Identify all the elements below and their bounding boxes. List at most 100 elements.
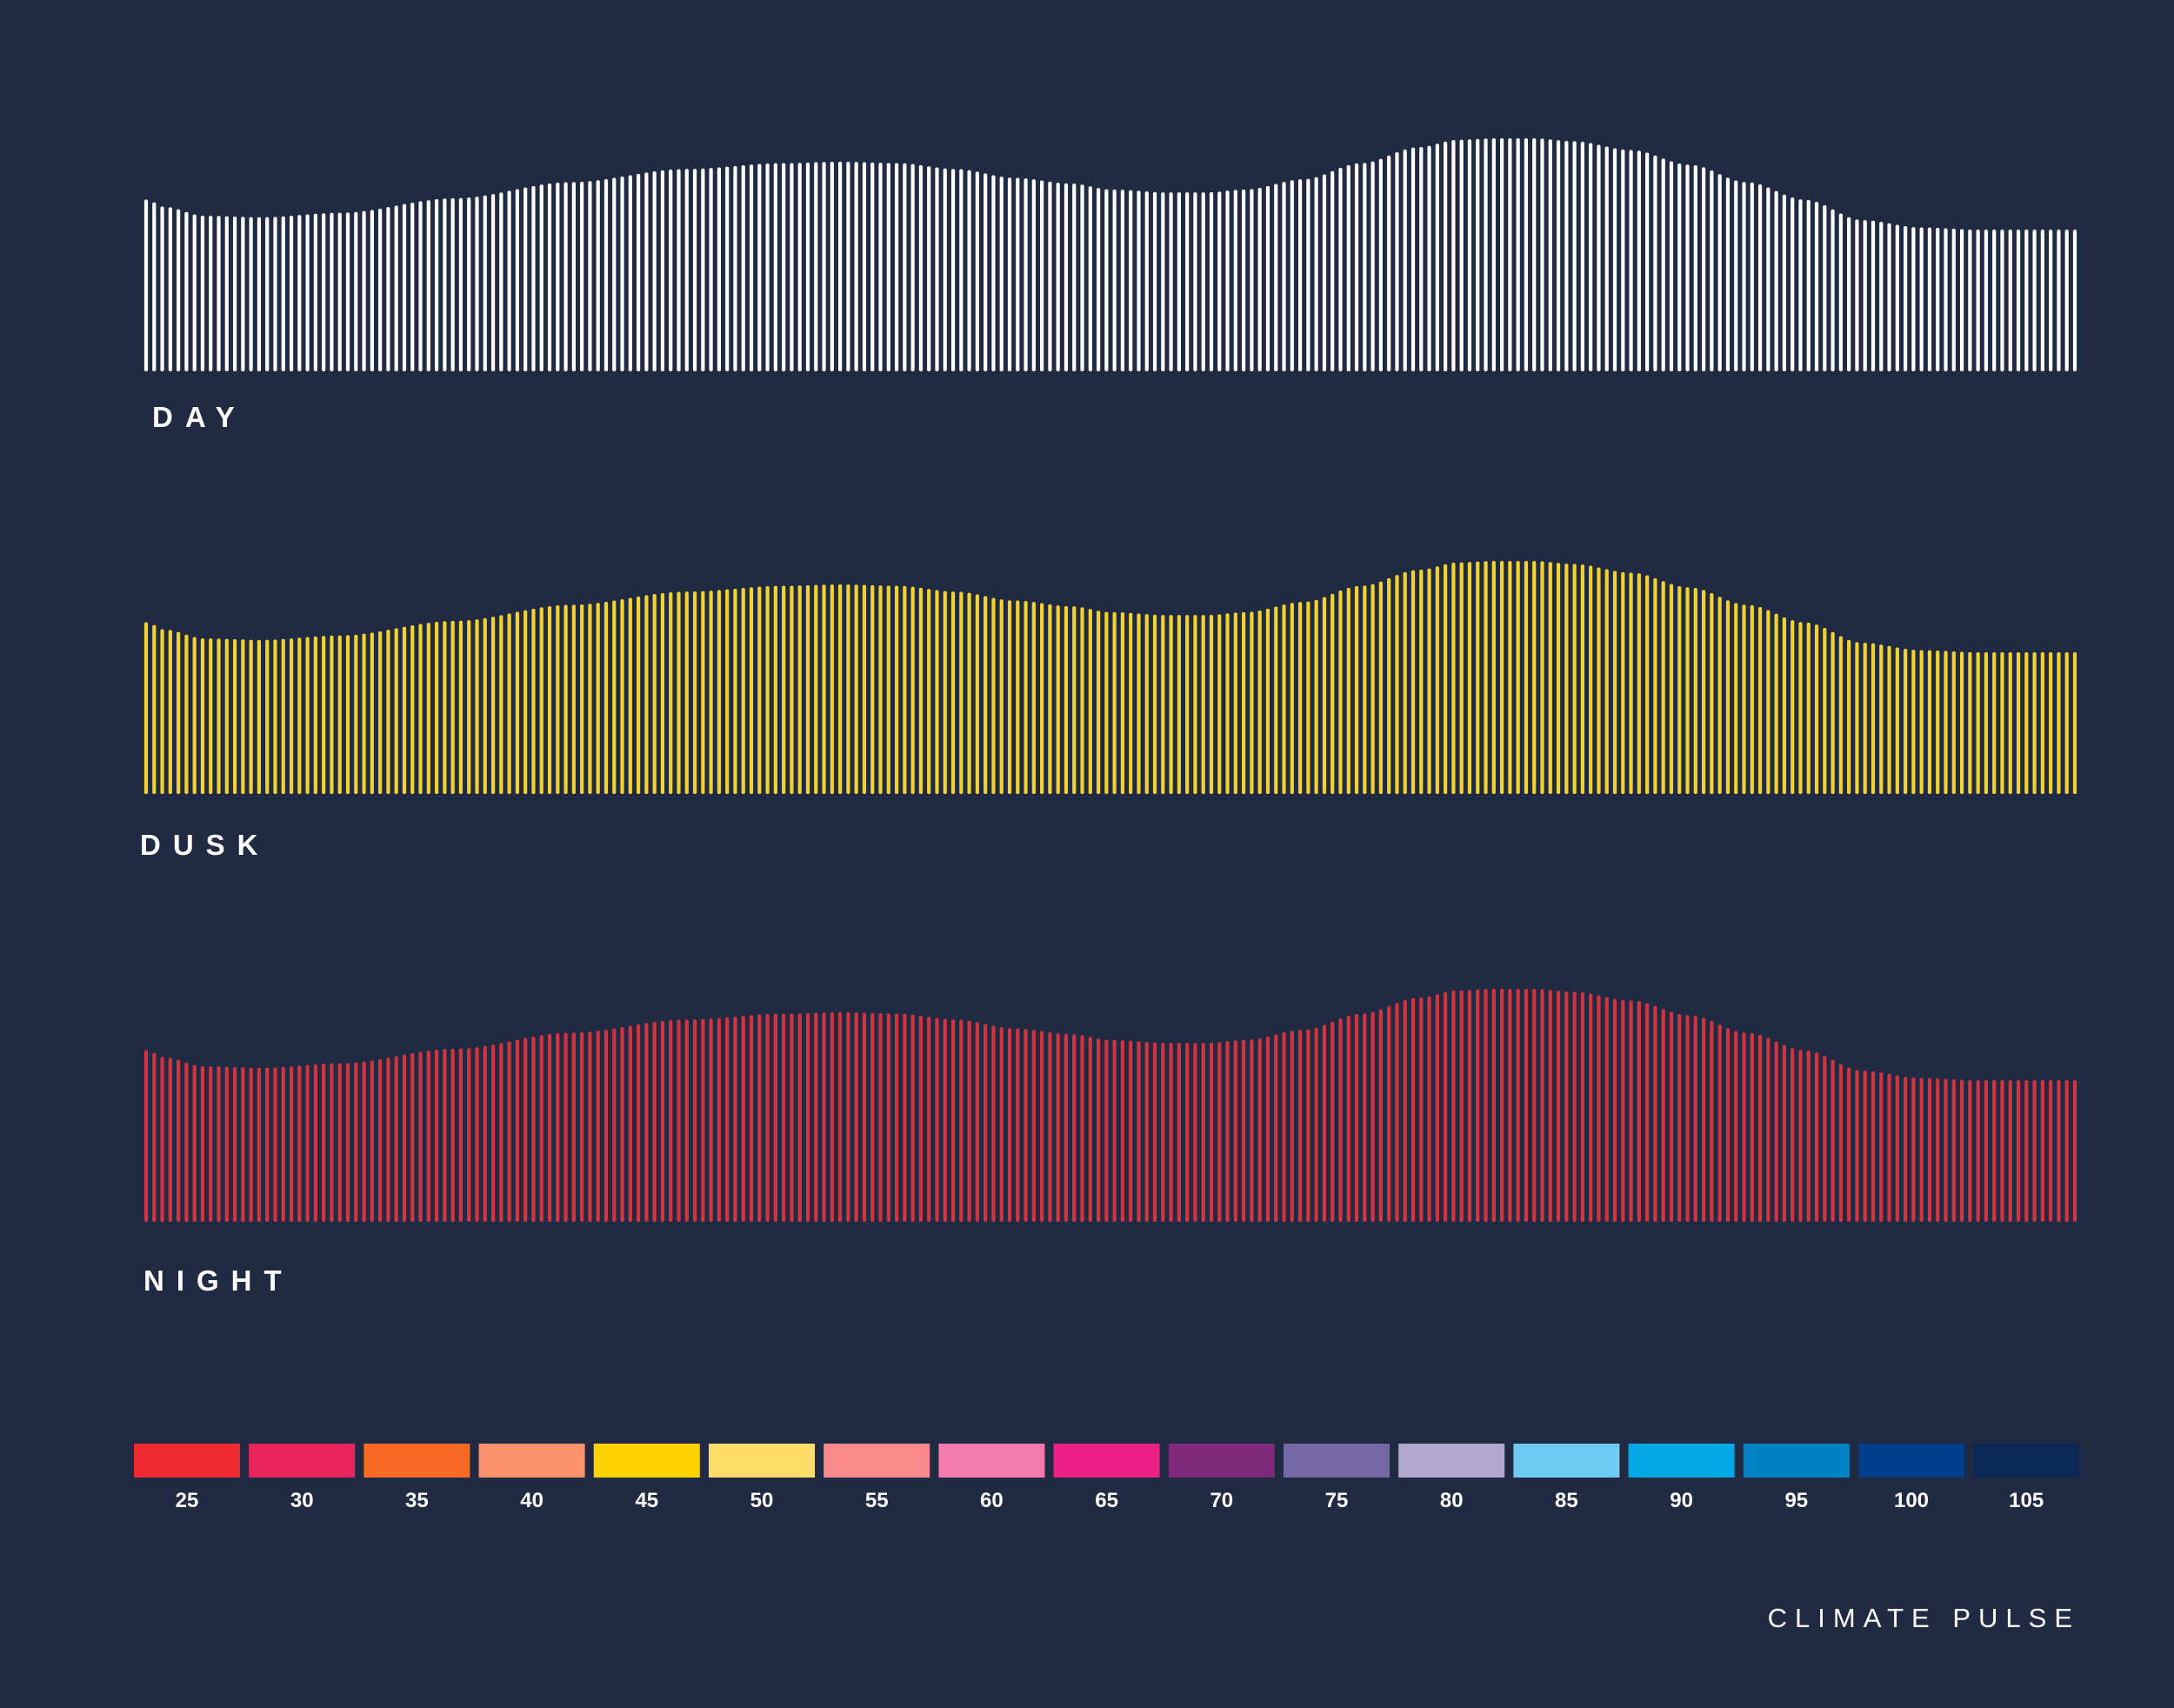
bar xyxy=(1984,1080,1989,1222)
bar xyxy=(1467,562,1472,794)
bar xyxy=(910,163,915,371)
bar xyxy=(991,175,996,371)
bar xyxy=(232,638,237,794)
bar xyxy=(1879,644,1884,794)
bar xyxy=(1209,1043,1214,1222)
bar xyxy=(571,182,576,371)
bar xyxy=(1766,187,1771,371)
bar xyxy=(2024,230,2029,371)
bar xyxy=(903,163,907,371)
bar xyxy=(1346,164,1350,371)
bar xyxy=(362,633,366,794)
bar xyxy=(1410,147,1416,371)
bar xyxy=(313,636,317,794)
bar xyxy=(878,163,883,371)
bar xyxy=(2016,230,2021,371)
bar xyxy=(814,162,818,371)
bar xyxy=(443,621,447,794)
bar xyxy=(378,630,383,794)
bar xyxy=(1444,141,1448,371)
bar xyxy=(1612,148,1617,371)
bar xyxy=(822,1012,826,1222)
bar xyxy=(1669,1011,1674,1222)
bar xyxy=(1096,1038,1101,1222)
bar xyxy=(467,1048,471,1222)
bar xyxy=(483,1045,487,1222)
bar xyxy=(426,1051,430,1222)
bar xyxy=(733,165,737,371)
bar xyxy=(1791,620,1795,794)
bar xyxy=(684,591,689,794)
bar xyxy=(1072,183,1077,371)
bar xyxy=(499,615,503,794)
bar xyxy=(1201,615,1205,794)
bar xyxy=(1040,1031,1044,1222)
bar xyxy=(515,189,519,371)
bar xyxy=(1451,562,1456,794)
bar xyxy=(1782,194,1787,371)
bar xyxy=(1936,1078,1940,1222)
bar xyxy=(1290,1031,1294,1222)
bar xyxy=(1484,138,1488,371)
bar xyxy=(1088,609,1092,794)
bar xyxy=(1177,1043,1181,1222)
series-night xyxy=(143,989,2077,1222)
bar xyxy=(692,591,697,794)
bar xyxy=(903,585,907,794)
bar xyxy=(426,200,430,371)
bar xyxy=(1806,622,1811,794)
bar xyxy=(322,213,326,371)
bar xyxy=(1024,1029,1028,1222)
bar xyxy=(870,1012,875,1222)
bar xyxy=(281,216,285,371)
bar xyxy=(434,621,439,794)
bar xyxy=(1757,607,1763,794)
bar xyxy=(790,163,794,371)
bar xyxy=(1185,615,1190,794)
bar xyxy=(790,585,794,794)
bar xyxy=(644,595,649,794)
bar xyxy=(1419,147,1424,371)
bar xyxy=(1823,204,1827,371)
legend-tick-label: 65 xyxy=(1095,1489,1118,1512)
bar xyxy=(1879,222,1884,371)
bar xyxy=(733,588,737,794)
bar xyxy=(1661,1009,1665,1222)
bar xyxy=(1451,139,1456,371)
bar xyxy=(1645,1003,1650,1222)
bar xyxy=(1225,190,1230,371)
bar xyxy=(564,604,568,794)
bar xyxy=(490,617,496,794)
bar xyxy=(337,1063,342,1222)
bar xyxy=(652,594,657,794)
bar xyxy=(628,175,632,371)
bar xyxy=(354,1062,358,1222)
bar xyxy=(717,1017,721,1222)
series-day xyxy=(143,138,2077,372)
legend-swatch xyxy=(134,1444,240,1478)
bar xyxy=(910,586,915,794)
legend-tick-label: 70 xyxy=(1210,1489,1233,1512)
bar xyxy=(1540,138,1544,371)
bar xyxy=(1911,650,1916,794)
bar xyxy=(249,217,253,371)
bar xyxy=(1725,177,1731,371)
bar xyxy=(200,638,205,794)
bar xyxy=(1838,636,1843,794)
bar xyxy=(1177,192,1181,371)
bar xyxy=(757,1014,762,1222)
bar xyxy=(1831,209,1835,371)
bar xyxy=(443,1049,447,1222)
bar xyxy=(370,1060,374,1222)
bar xyxy=(580,1031,584,1222)
bar xyxy=(1887,645,1891,794)
bar xyxy=(1500,561,1504,794)
bar xyxy=(644,172,649,371)
bar xyxy=(2057,1080,2061,1222)
bar xyxy=(1548,562,1552,794)
bar xyxy=(386,630,390,794)
bar xyxy=(450,197,455,371)
bar xyxy=(1419,997,1424,1222)
bar xyxy=(1838,1064,1843,1222)
bar xyxy=(620,599,624,794)
